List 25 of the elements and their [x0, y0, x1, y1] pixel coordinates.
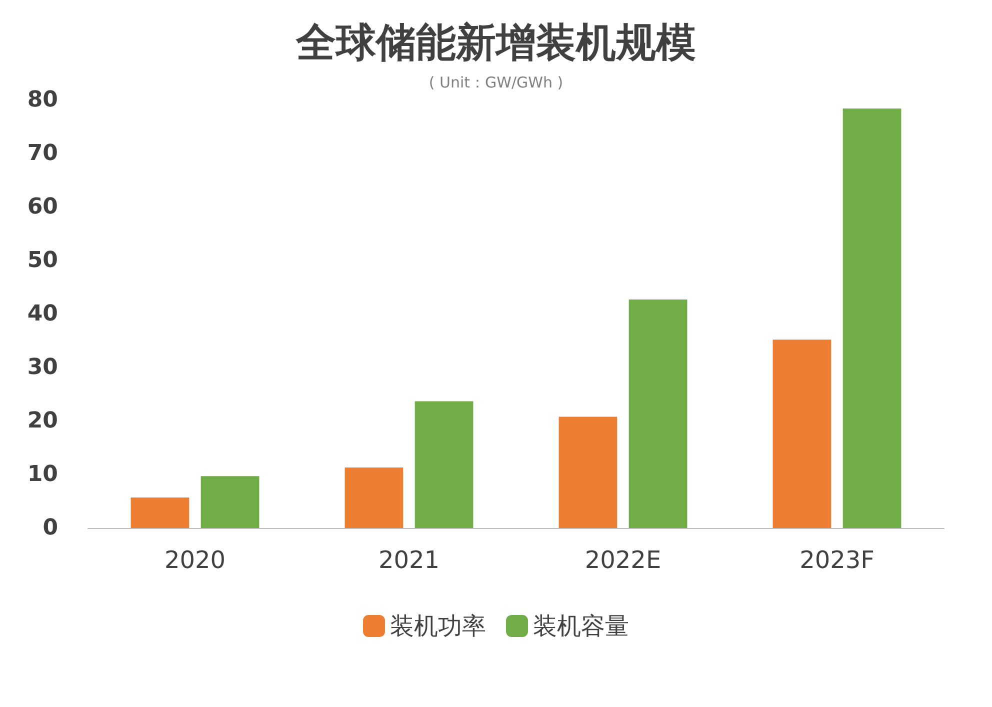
x-tick-label: 2021: [378, 546, 440, 574]
bar: [628, 300, 688, 528]
x-tick-label: 2022E: [584, 546, 662, 574]
bar: [842, 108, 902, 528]
y-tick-label: 80: [27, 88, 58, 112]
y-tick-label: 70: [27, 141, 58, 166]
x-tick-label: 2020: [164, 546, 226, 574]
chart-subtitle: ( Unit：GW/GWh ): [428, 74, 564, 92]
x-tick-label: 2023F: [800, 546, 874, 574]
y-tick-label: 50: [27, 248, 58, 273]
chart-title: 全球储能新增装机规模: [295, 20, 696, 66]
bar: [344, 468, 404, 528]
bar: [414, 401, 474, 528]
y-tick-label: 10: [27, 462, 58, 487]
legend-label: 装机容量: [533, 612, 629, 640]
y-tick-label: 40: [27, 302, 58, 326]
bar: [200, 476, 260, 528]
bar: [130, 498, 190, 528]
bar: [772, 340, 832, 528]
y-tick-label: 30: [27, 355, 58, 380]
bar: [558, 416, 618, 528]
y-tick-label: 60: [27, 194, 58, 220]
legend-label: 装机功率: [390, 612, 486, 640]
y-tick-label: 20: [27, 408, 58, 434]
y-tick-label: 0: [42, 516, 58, 540]
